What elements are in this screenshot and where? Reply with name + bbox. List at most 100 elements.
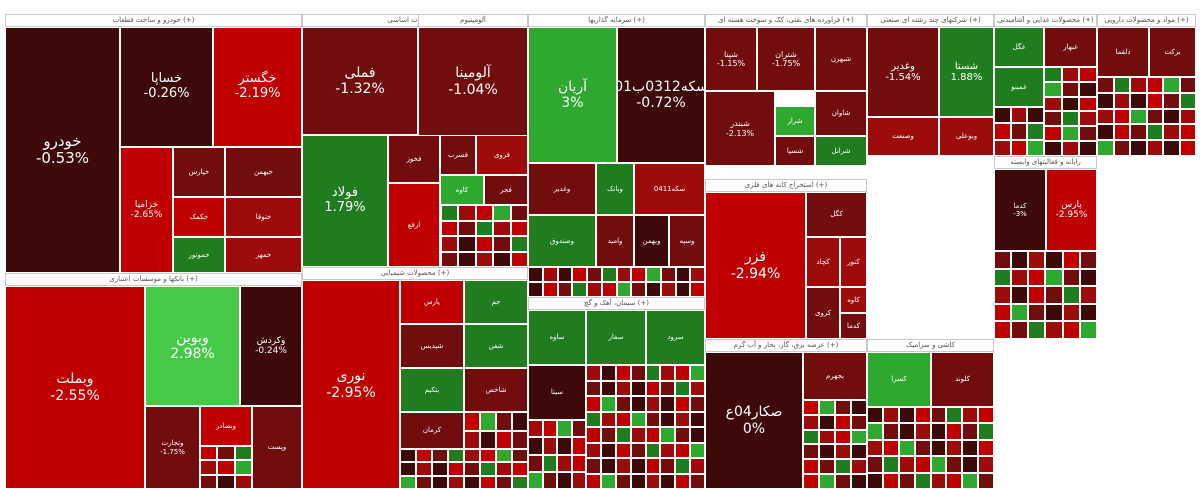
minor-stock-tile[interactable] bbox=[586, 411, 601, 427]
stock-tile[interactable]: شبندر -2.13% bbox=[705, 91, 775, 166]
minor-stock-tile[interactable] bbox=[660, 282, 676, 297]
minor-stock-tile[interactable] bbox=[557, 420, 572, 438]
minor-stock-tile[interactable] bbox=[416, 475, 432, 489]
minor-stock-tile[interactable] bbox=[690, 411, 705, 427]
stock-tile[interactable]: نوری -2.95% bbox=[302, 280, 400, 489]
minor-stock-tile[interactable] bbox=[1061, 141, 1080, 156]
minor-stock-tile[interactable] bbox=[1044, 141, 1062, 156]
stock-tile[interactable]: سفار bbox=[586, 310, 646, 365]
stock-tile[interactable]: کگل bbox=[806, 192, 867, 237]
stock-tile[interactable]: وکردش -0.24% bbox=[240, 286, 302, 406]
minor-stock-tile[interactable] bbox=[586, 365, 601, 381]
minor-stock-tile[interactable] bbox=[631, 282, 646, 297]
minor-stock-tile[interactable] bbox=[819, 459, 835, 475]
minor-stock-tile[interactable] bbox=[528, 267, 543, 282]
stock-tile[interactable]: شرانل bbox=[815, 136, 867, 166]
minor-stock-tile[interactable] bbox=[867, 456, 883, 473]
minor-stock-tile[interactable] bbox=[234, 460, 252, 475]
minor-stock-tile[interactable] bbox=[464, 430, 480, 449]
stock-tile[interactable]: دلقما bbox=[1097, 27, 1149, 77]
sector-header[interactable]: محصولات غذایی و آشامیدنی (+) bbox=[994, 14, 1097, 27]
minor-stock-tile[interactable] bbox=[1062, 321, 1080, 339]
sector-header[interactable]: فراورده های نفتی، کک و سوخت هسته ای (+) bbox=[705, 14, 867, 27]
sector-header[interactable]: آلومینیوم bbox=[418, 14, 528, 27]
minor-stock-tile[interactable] bbox=[690, 282, 705, 297]
minor-stock-tile[interactable] bbox=[512, 412, 528, 431]
stock-tile[interactable]: خزامیا -2.65% bbox=[120, 147, 173, 273]
minor-stock-tile[interactable] bbox=[1028, 251, 1046, 269]
minor-stock-tile[interactable] bbox=[586, 380, 601, 396]
minor-stock-tile[interactable] bbox=[586, 427, 601, 443]
minor-stock-tile[interactable] bbox=[475, 251, 493, 267]
stock-tile[interactable]: فخوز bbox=[388, 135, 440, 183]
minor-stock-tile[interactable] bbox=[1113, 108, 1130, 125]
stock-tile[interactable]: پارس -2.95% bbox=[1046, 169, 1097, 251]
minor-stock-tile[interactable] bbox=[1130, 140, 1147, 156]
minor-stock-tile[interactable] bbox=[571, 437, 586, 455]
stock-tile[interactable]: ارفع bbox=[388, 183, 440, 267]
minor-stock-tile[interactable] bbox=[615, 473, 631, 489]
minor-stock-tile[interactable] bbox=[646, 282, 661, 297]
minor-stock-tile[interactable] bbox=[542, 267, 558, 282]
minor-stock-tile[interactable] bbox=[600, 365, 616, 381]
minor-stock-tile[interactable] bbox=[946, 456, 963, 473]
minor-stock-tile[interactable] bbox=[542, 437, 557, 455]
minor-stock-tile[interactable] bbox=[542, 471, 557, 489]
minor-stock-tile[interactable] bbox=[1045, 286, 1063, 304]
minor-stock-tile[interactable] bbox=[1163, 124, 1180, 141]
minor-stock-tile[interactable] bbox=[1079, 81, 1097, 97]
minor-stock-tile[interactable] bbox=[882, 423, 899, 440]
minor-stock-tile[interactable] bbox=[1062, 251, 1080, 269]
stock-tile[interactable]: شفن bbox=[464, 324, 528, 368]
stock-tile[interactable]: وامید bbox=[596, 215, 634, 267]
minor-stock-tile[interactable] bbox=[1130, 92, 1147, 109]
minor-stock-tile[interactable] bbox=[616, 267, 632, 282]
minor-stock-tile[interactable] bbox=[1044, 67, 1062, 82]
stock-tile[interactable]: سکه0411 bbox=[634, 163, 705, 215]
minor-stock-tile[interactable] bbox=[1010, 107, 1028, 124]
minor-stock-tile[interactable] bbox=[615, 442, 631, 458]
minor-stock-tile[interactable] bbox=[645, 396, 661, 412]
minor-stock-tile[interactable] bbox=[542, 282, 558, 297]
minor-stock-tile[interactable] bbox=[835, 400, 851, 415]
minor-stock-tile[interactable] bbox=[1179, 124, 1196, 141]
minor-stock-tile[interactable] bbox=[851, 474, 867, 489]
minor-stock-tile[interactable] bbox=[496, 449, 512, 463]
minor-stock-tile[interactable] bbox=[1163, 140, 1180, 156]
minor-stock-tile[interactable] bbox=[586, 473, 601, 489]
minor-stock-tile[interactable] bbox=[1079, 141, 1097, 156]
minor-stock-tile[interactable] bbox=[867, 423, 883, 440]
minor-stock-tile[interactable] bbox=[400, 449, 416, 463]
minor-stock-tile[interactable] bbox=[851, 429, 867, 445]
minor-stock-tile[interactable] bbox=[1079, 251, 1097, 269]
sector-header[interactable]: بانکها و موسسات اعتباری (+) bbox=[5, 273, 302, 286]
minor-stock-tile[interactable] bbox=[432, 475, 448, 489]
minor-stock-tile[interactable] bbox=[978, 439, 994, 457]
minor-stock-tile[interactable] bbox=[898, 456, 915, 473]
sector-header[interactable]: خودرو و ساخت قطعات (+) bbox=[5, 14, 302, 27]
minor-stock-tile[interactable] bbox=[946, 423, 963, 440]
minor-stock-tile[interactable] bbox=[217, 446, 235, 461]
minor-stock-tile[interactable] bbox=[1061, 67, 1080, 82]
minor-stock-tile[interactable] bbox=[1130, 124, 1147, 141]
minor-stock-tile[interactable] bbox=[914, 439, 931, 457]
minor-stock-tile[interactable] bbox=[803, 474, 819, 489]
stock-tile[interactable]: وتجارت -1.75% bbox=[145, 406, 200, 489]
minor-stock-tile[interactable] bbox=[571, 471, 586, 489]
sector-header[interactable]: استخراج کانه های فلزی (+) bbox=[705, 179, 867, 192]
minor-stock-tile[interactable] bbox=[1061, 96, 1080, 112]
minor-stock-tile[interactable] bbox=[542, 420, 557, 438]
minor-stock-tile[interactable] bbox=[914, 472, 931, 489]
minor-stock-tile[interactable] bbox=[819, 444, 835, 460]
minor-stock-tile[interactable] bbox=[557, 267, 573, 282]
stock-tile[interactable]: کچاد bbox=[806, 237, 840, 287]
stock-tile[interactable]: خکمک bbox=[173, 197, 225, 237]
minor-stock-tile[interactable] bbox=[675, 396, 691, 412]
minor-stock-tile[interactable] bbox=[480, 475, 496, 489]
stock-tile[interactable]: وبملت -2.55% bbox=[5, 286, 145, 489]
minor-stock-tile[interactable] bbox=[510, 220, 528, 236]
minor-stock-tile[interactable] bbox=[1045, 251, 1063, 269]
minor-stock-tile[interactable] bbox=[200, 474, 218, 489]
minor-stock-tile[interactable] bbox=[994, 321, 1012, 339]
minor-stock-tile[interactable] bbox=[475, 220, 493, 236]
